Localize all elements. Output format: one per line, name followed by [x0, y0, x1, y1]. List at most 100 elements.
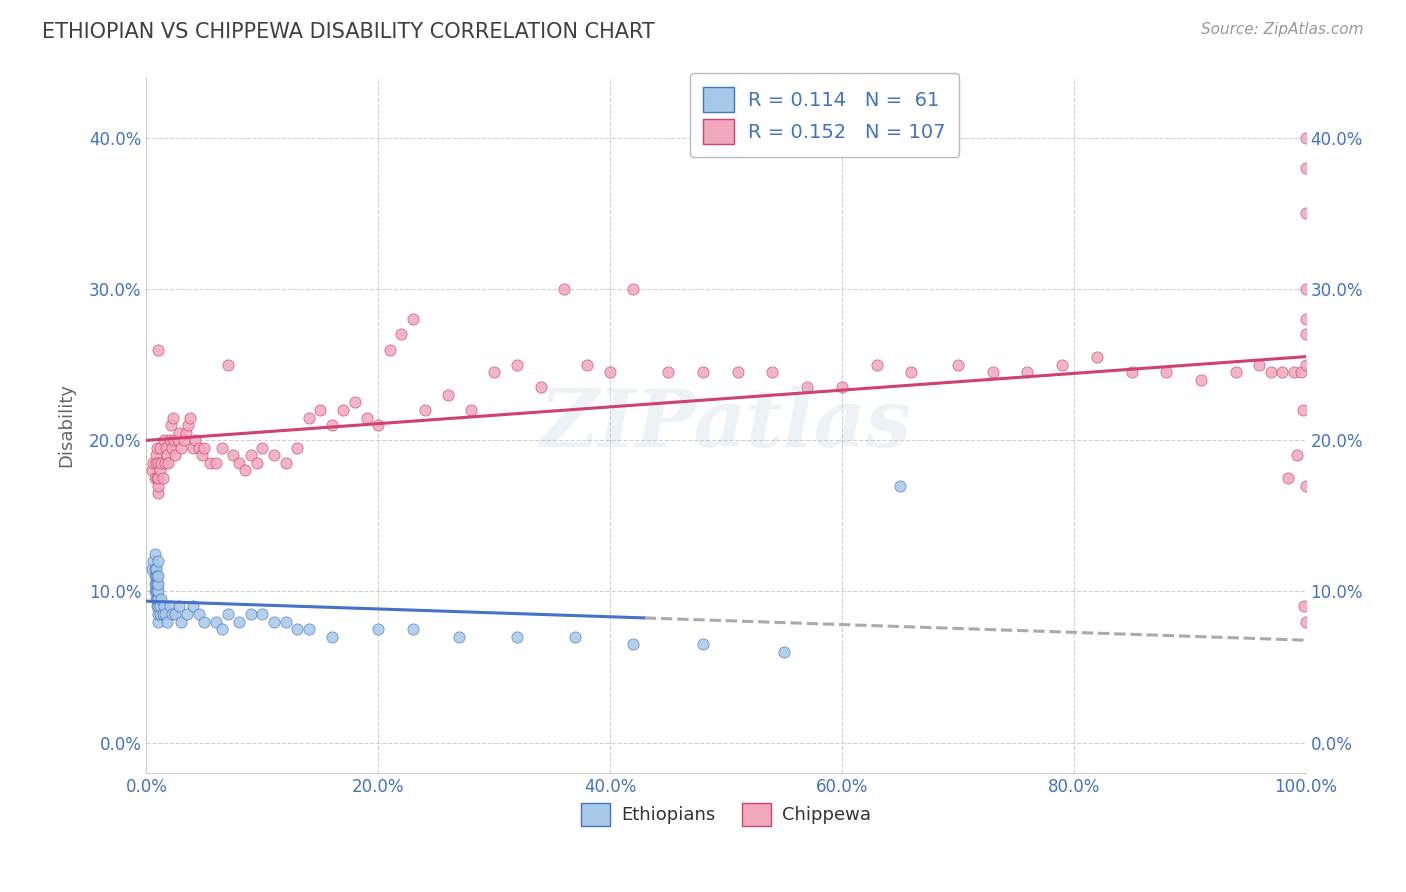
Point: [436, 388, 458, 402]
Point: [146, 478, 169, 492]
Point: [575, 358, 598, 372]
Point: [153, 607, 176, 621]
Point: [143, 584, 166, 599]
Point: [167, 425, 190, 440]
Point: [159, 434, 181, 448]
Point: [143, 471, 166, 485]
Point: [344, 395, 367, 409]
Text: Source: ZipAtlas.com: Source: ZipAtlas.com: [1201, 22, 1364, 37]
Point: [621, 282, 644, 296]
Point: [553, 282, 575, 296]
Point: [263, 448, 285, 462]
Point: [152, 607, 174, 621]
Point: [1121, 365, 1143, 379]
Point: [198, 456, 221, 470]
Point: [145, 576, 167, 591]
Point: [160, 441, 183, 455]
Point: [1289, 365, 1312, 379]
Point: [449, 630, 471, 644]
Point: [866, 358, 889, 372]
Point: [149, 599, 172, 614]
Point: [145, 562, 167, 576]
Point: [391, 327, 413, 342]
Point: [274, 615, 297, 629]
Point: [146, 607, 169, 621]
Point: [298, 622, 321, 636]
Point: [211, 441, 233, 455]
Point: [1189, 373, 1212, 387]
Point: [217, 358, 239, 372]
Point: [1225, 365, 1247, 379]
Point: [285, 622, 308, 636]
Point: [252, 607, 274, 621]
Point: [181, 599, 204, 614]
Point: [145, 591, 167, 606]
Point: [205, 615, 228, 629]
Point: [170, 441, 193, 455]
Point: [146, 471, 169, 485]
Point: [149, 607, 172, 621]
Point: [1156, 365, 1178, 379]
Point: [205, 456, 228, 470]
Point: [1295, 131, 1317, 145]
Point: [1277, 471, 1299, 485]
Point: [193, 441, 215, 455]
Point: [1050, 358, 1073, 372]
Point: [146, 569, 169, 583]
Point: [222, 448, 245, 462]
Point: [482, 365, 505, 379]
Point: [166, 434, 188, 448]
Point: [332, 403, 354, 417]
Point: [141, 562, 163, 576]
Point: [146, 576, 169, 591]
Point: [153, 434, 176, 448]
Point: [142, 554, 165, 568]
Point: [159, 599, 181, 614]
Point: [298, 410, 321, 425]
Text: ZIPatlas: ZIPatlas: [540, 386, 912, 464]
Point: [239, 448, 262, 462]
Point: [142, 456, 165, 470]
Point: [145, 456, 167, 470]
Point: [153, 599, 176, 614]
Point: [1294, 599, 1316, 614]
Point: [1295, 161, 1317, 175]
Point: [146, 584, 169, 599]
Point: [761, 365, 783, 379]
Text: ETHIOPIAN VS CHIPPEWA DISABILITY CORRELATION CHART: ETHIOPIAN VS CHIPPEWA DISABILITY CORRELA…: [42, 22, 655, 42]
Point: [159, 418, 181, 433]
Point: [146, 343, 169, 357]
Point: [156, 448, 179, 462]
Point: [143, 562, 166, 576]
Point: [529, 380, 551, 394]
Point: [727, 365, 749, 379]
Point: [146, 591, 169, 606]
Point: [162, 410, 184, 425]
Point: [402, 312, 425, 326]
Point: [506, 358, 529, 372]
Point: [321, 418, 343, 433]
Point: [692, 637, 714, 651]
Point: [1286, 448, 1309, 462]
Point: [252, 441, 274, 455]
Point: [146, 471, 169, 485]
Point: [309, 403, 332, 417]
Point: [981, 365, 1004, 379]
Point: [599, 365, 621, 379]
Point: [176, 607, 198, 621]
Point: [367, 418, 389, 433]
Point: [141, 463, 163, 477]
Point: [506, 630, 529, 644]
Point: [274, 456, 297, 470]
Point: [187, 607, 209, 621]
Point: [321, 630, 343, 644]
Point: [796, 380, 818, 394]
Point: [285, 441, 308, 455]
Point: [460, 403, 482, 417]
Point: [146, 486, 169, 500]
Point: [239, 607, 262, 621]
Point: [181, 441, 204, 455]
Point: [146, 576, 169, 591]
Point: [184, 434, 207, 448]
Point: [173, 434, 195, 448]
